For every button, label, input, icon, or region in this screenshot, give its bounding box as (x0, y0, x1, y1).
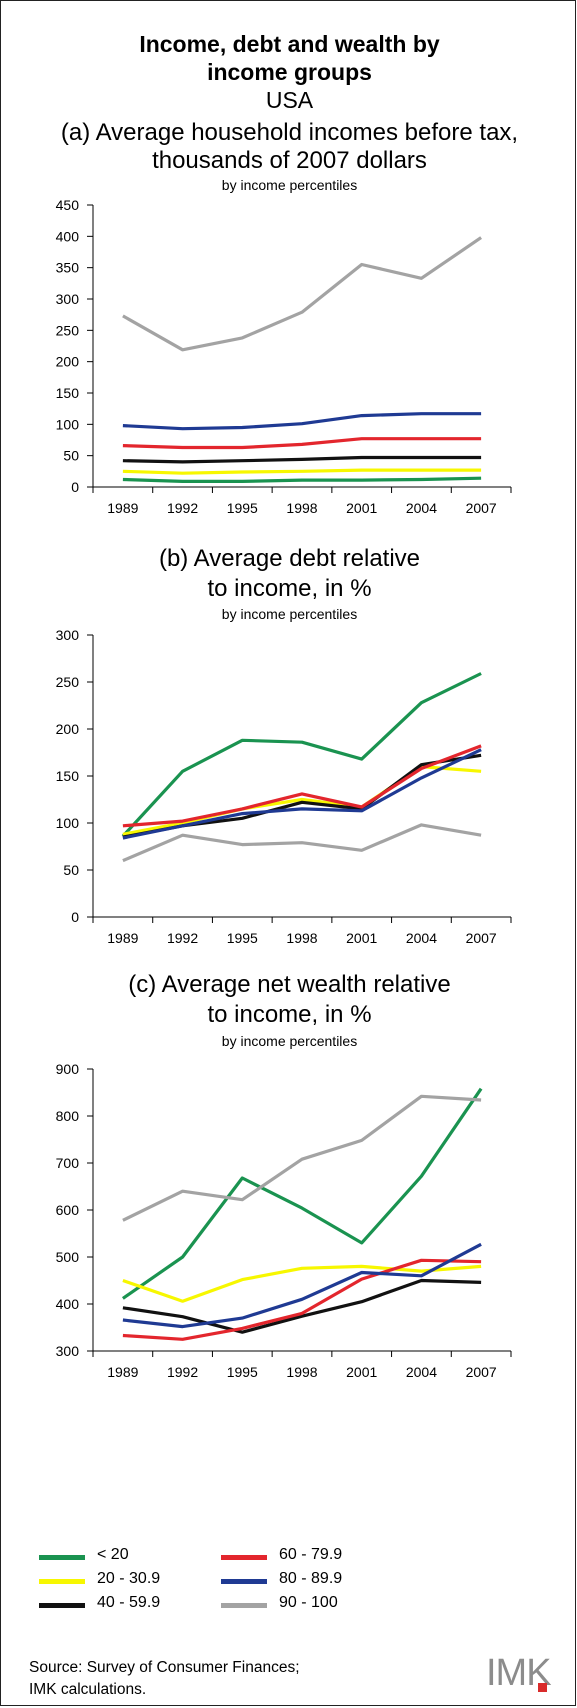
y-tick-label: 250 (56, 322, 80, 338)
x-tick-label: 1992 (167, 1364, 198, 1380)
series-lt20-line (122, 476, 482, 483)
series-40-59-line (122, 1278, 482, 1334)
x-tick-label: 2004 (406, 500, 437, 516)
series-90-100-line (122, 1094, 482, 1222)
y-tick-label: 800 (56, 1108, 80, 1124)
x-tick-label: 2001 (346, 500, 377, 516)
chart-a-title-line1: (a) Average household incomes before tax… (60, 119, 519, 146)
chart-c-title-line2: to income, in % (207, 1001, 372, 1028)
series-80-89-line (122, 412, 482, 431)
y-tick-label: 900 (56, 1061, 80, 1077)
x-tick-label: 2007 (466, 500, 497, 516)
legend: < 20 20 - 30.9 40 - 59.9 60 - 79.9 80 - … (39, 1546, 539, 1626)
legend-label: 20 - 30.9 (97, 1570, 161, 1587)
x-tick-label: 1995 (227, 1364, 258, 1380)
source-line1: Source: Survey of Consumer Finances; (29, 1659, 300, 1676)
y-tick-label: 300 (56, 1343, 80, 1359)
y-tick-label: 0 (71, 909, 79, 925)
y-tick-label: 100 (56, 416, 80, 432)
legend-swatch (221, 1603, 267, 1608)
imk-logo: IMK (486, 1653, 552, 1693)
y-tick-label: 100 (56, 815, 80, 831)
x-tick-label: 2007 (466, 930, 497, 946)
legend-swatch (221, 1555, 267, 1560)
y-tick-label: 350 (56, 260, 80, 276)
legend-label: < 20 (97, 1546, 129, 1563)
y-tick-label: 450 (56, 197, 80, 213)
y-tick-label: 700 (56, 1155, 80, 1171)
y-tick-label: 400 (56, 228, 80, 244)
chart-c-note: by income percentiles (221, 1033, 358, 1049)
x-tick-label: 1989 (107, 930, 138, 946)
series-90-100-line (122, 236, 483, 352)
legend-swatch (39, 1555, 85, 1560)
y-tick-label: 0 (71, 479, 79, 495)
legend-label: 80 - 89.9 (279, 1570, 343, 1587)
x-tick-label: 2004 (406, 1364, 437, 1380)
y-tick-label: 150 (56, 768, 80, 784)
y-tick-label: 400 (56, 1296, 80, 1312)
series-lt20-line (121, 1087, 483, 1300)
figure-title-line2: income groups (207, 59, 372, 85)
y-tick-label: 500 (56, 1249, 80, 1265)
chart-b-note: by income percentiles (221, 606, 358, 622)
source-note: Source: Survey of Consumer Finances; IMK… (29, 1657, 300, 1701)
legend-label: 60 - 79.9 (279, 1546, 343, 1563)
x-tick-label: 1992 (167, 500, 198, 516)
x-tick-label: 2004 (406, 930, 437, 946)
x-tick-label: 2001 (346, 930, 377, 946)
series-80-89-line (122, 748, 482, 840)
y-tick-label: 300 (56, 627, 80, 643)
x-tick-label: 1995 (227, 930, 258, 946)
x-tick-label: 1995 (227, 500, 258, 516)
series-20-39-line (122, 468, 482, 475)
x-tick-label: 1998 (286, 930, 317, 946)
series-40-59-line (122, 455, 482, 464)
legend-swatch (39, 1603, 85, 1608)
series-60-79-line (122, 744, 482, 828)
y-tick-label: 250 (56, 674, 80, 690)
x-tick-label: 2007 (466, 1364, 497, 1380)
chart-c-title-line1: (c) Average net wealth relative (128, 971, 451, 998)
y-tick-label: 50 (63, 448, 79, 464)
legend-label: 90 - 100 (279, 1594, 338, 1611)
x-tick-label: 1992 (167, 930, 198, 946)
x-tick-label: 1989 (107, 500, 138, 516)
legend-label: 40 - 59.9 (97, 1594, 161, 1611)
source-line2: IMK calculations. (29, 1681, 147, 1698)
figure-title-line1: Income, debt and wealth by (139, 31, 440, 57)
y-tick-label: 200 (56, 354, 80, 370)
y-tick-label: 300 (56, 291, 80, 307)
chart-a-title-line2: thousands of 2007 dollars (152, 147, 427, 174)
y-tick-label: 150 (56, 385, 80, 401)
x-tick-label: 1998 (286, 1364, 317, 1380)
series-lt20-line (121, 672, 482, 838)
series-60-79-line (122, 437, 482, 450)
series-60-79-line (122, 1258, 482, 1341)
chart-b-title-line1: (b) Average debt relative (158, 545, 421, 572)
legend-swatch (221, 1579, 267, 1584)
figure-subtitle: USA (265, 87, 314, 113)
y-tick-label: 200 (56, 721, 80, 737)
x-tick-label: 1989 (107, 1364, 138, 1380)
imk-logo-dot (538, 1683, 547, 1692)
chart-a-note: by income percentiles (221, 177, 358, 193)
x-tick-label: 2001 (346, 1364, 377, 1380)
series-80-89-line (122, 1242, 482, 1329)
series-90-100-line (122, 823, 482, 863)
legend-swatch (39, 1579, 85, 1584)
series-20-39-line (122, 1264, 482, 1303)
chart-b-title-line2: to income, in % (207, 575, 372, 602)
y-tick-label: 50 (63, 862, 79, 878)
x-tick-label: 1998 (286, 500, 317, 516)
y-tick-label: 600 (56, 1202, 80, 1218)
